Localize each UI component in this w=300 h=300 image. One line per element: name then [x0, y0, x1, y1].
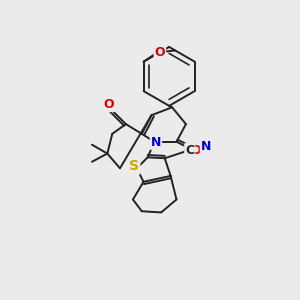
Text: C: C [185, 144, 194, 157]
Text: O: O [103, 98, 114, 111]
Text: N: N [201, 140, 211, 153]
Text: S: S [129, 160, 140, 173]
Text: N: N [151, 136, 161, 149]
Text: O: O [154, 46, 165, 59]
Text: O: O [190, 144, 201, 157]
